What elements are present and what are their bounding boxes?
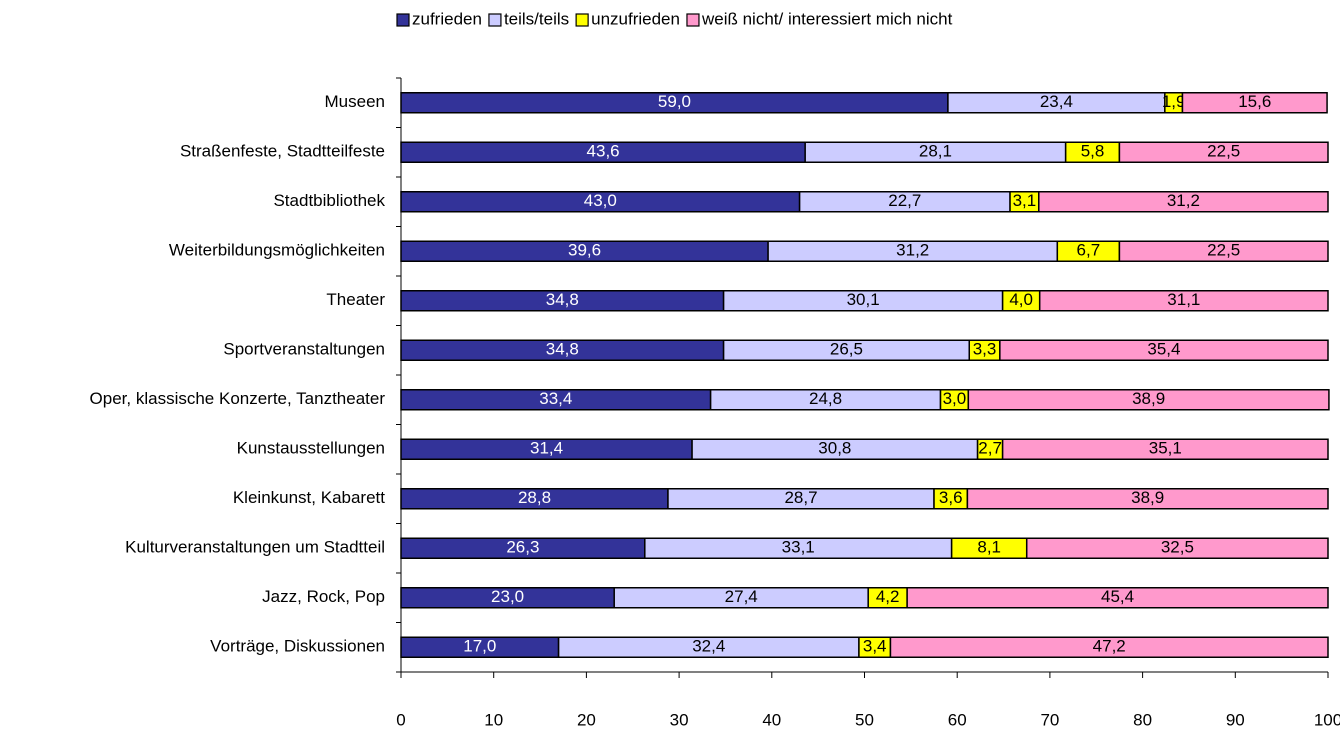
data-label: 33,1	[782, 538, 815, 557]
data-label: 3,6	[939, 488, 963, 507]
y-tick-label: Stadtbibliothek	[273, 191, 385, 210]
y-tick-label: Jazz, Rock, Pop	[262, 587, 385, 606]
data-label: 8,1	[977, 538, 1001, 557]
bar-segment	[1001, 438, 1329, 460]
data-label: 27,4	[725, 587, 758, 606]
data-label: 45,4	[1101, 587, 1134, 606]
data-label: 24,8	[809, 389, 842, 408]
data-label: 31,4	[530, 439, 563, 458]
y-tick-label: Sportveranstaltungen	[223, 340, 385, 359]
x-tick-label: 100	[1314, 710, 1340, 729]
y-tick-label: Museen	[325, 92, 385, 111]
y-tick-label: Kleinkunst, Kabarett	[233, 488, 385, 507]
legend-label: zufrieden	[412, 9, 482, 28]
legend-swatch	[575, 13, 589, 27]
y-tick-label: Vorträge, Diskussionen	[210, 637, 385, 656]
data-label: 28,7	[784, 488, 817, 507]
data-label: 1,9	[1162, 92, 1186, 111]
bar-segment	[1118, 240, 1329, 262]
data-label: 31,2	[896, 241, 929, 260]
x-tick-label: 50	[855, 710, 874, 729]
legend-label: weiß nicht/ interessiert mich nicht	[701, 9, 953, 28]
data-label: 22,5	[1207, 142, 1240, 161]
bar-segment	[1038, 290, 1329, 312]
data-label: 32,5	[1161, 538, 1194, 557]
x-tick-label: 20	[577, 710, 596, 729]
legend-label: unzufrieden	[591, 9, 680, 28]
data-label: 23,0	[491, 587, 524, 606]
data-label: 31,2	[1167, 191, 1200, 210]
x-tick-label: 0	[396, 710, 405, 729]
legend-swatch	[488, 13, 502, 27]
data-label: 32,4	[692, 637, 725, 656]
data-label: 28,1	[919, 142, 952, 161]
y-tick-label: Theater	[326, 290, 385, 309]
data-label: 2,7	[978, 439, 1002, 458]
bar-segment	[999, 339, 1329, 361]
bar-segment	[889, 636, 1329, 658]
y-tick-label: Kulturveranstaltungen um Stadtteil	[125, 538, 385, 557]
data-label: 38,9	[1132, 389, 1165, 408]
data-label: 4,0	[1009, 290, 1033, 309]
data-label: 30,8	[818, 439, 851, 458]
data-label: 4,2	[876, 587, 900, 606]
data-label: 34,8	[546, 340, 579, 359]
data-label: 6,7	[1077, 241, 1101, 260]
data-label: 35,4	[1147, 340, 1180, 359]
data-label: 43,6	[587, 142, 620, 161]
data-label: 3,0	[943, 389, 967, 408]
data-label: 23,4	[1040, 92, 1073, 111]
x-tick-label: 70	[1040, 710, 1059, 729]
x-tick-label: 80	[1133, 710, 1152, 729]
legend-swatch	[396, 13, 410, 27]
data-label: 43,0	[584, 191, 617, 210]
data-label: 59,0	[658, 92, 691, 111]
data-label: 38,9	[1131, 488, 1164, 507]
y-tick-label: Straßenfeste, Stadtteilfeste	[180, 142, 385, 161]
bar-segment	[906, 587, 1329, 609]
data-label: 31,1	[1167, 290, 1200, 309]
data-label: 3,1	[1013, 191, 1037, 210]
y-tick-label: Weiterbildungsmöglichkeiten	[169, 241, 385, 260]
y-tick-label: Oper, klassische Konzerte, Tanztheater	[90, 389, 386, 408]
data-label: 22,7	[888, 191, 921, 210]
data-label: 3,3	[973, 340, 997, 359]
bar-segment	[1038, 191, 1329, 213]
y-tick-label: Kunstausstellungen	[237, 439, 385, 458]
data-label: 3,4	[863, 637, 887, 656]
data-label: 15,6	[1238, 92, 1271, 111]
bar-segment	[1181, 92, 1328, 114]
bar-segment	[966, 488, 1329, 510]
bar-segment	[967, 389, 1330, 411]
x-tick-label: 90	[1226, 710, 1245, 729]
data-label: 26,3	[506, 538, 539, 557]
data-label: 35,1	[1149, 439, 1182, 458]
bar-segment	[1025, 537, 1329, 559]
data-label: 5,8	[1081, 142, 1105, 161]
data-label: 17,0	[463, 637, 496, 656]
bar-segment	[1118, 141, 1329, 163]
data-label: 30,1	[847, 290, 880, 309]
data-label: 47,2	[1093, 637, 1126, 656]
data-label: 34,8	[546, 290, 579, 309]
x-tick-label: 10	[484, 710, 503, 729]
data-label: 22,5	[1207, 241, 1240, 260]
x-tick-label: 40	[762, 710, 781, 729]
data-label: 33,4	[539, 389, 572, 408]
x-tick-label: 60	[948, 710, 967, 729]
data-label: 39,6	[568, 241, 601, 260]
data-label: 26,5	[830, 340, 863, 359]
legend-label: teils/teils	[504, 9, 569, 28]
x-tick-label: 30	[670, 710, 689, 729]
legend-swatch	[686, 13, 700, 27]
data-label: 28,8	[518, 488, 551, 507]
